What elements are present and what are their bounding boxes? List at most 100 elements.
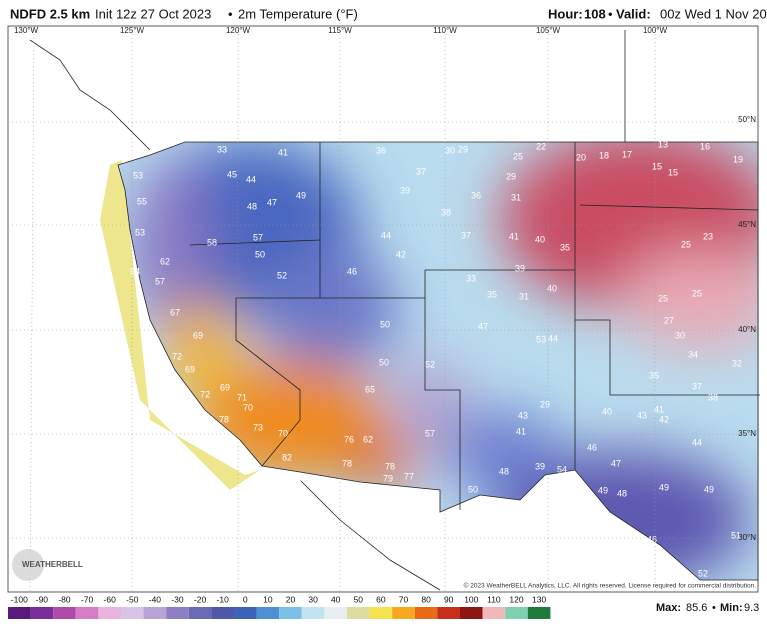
colorbar-label: 100	[464, 594, 478, 604]
min: 9.3	[744, 602, 759, 614]
station-temp: 22	[536, 141, 546, 151]
station-temp: 44	[246, 174, 256, 184]
station-temp: 38	[441, 207, 451, 217]
station-temp: 69	[220, 382, 230, 392]
station-temp: 57	[155, 276, 165, 286]
station-temp: 39	[515, 263, 525, 273]
station-temp: 39	[535, 461, 545, 471]
colorbar-label: 0	[243, 594, 248, 604]
station-temp: 46	[647, 534, 657, 544]
station-temp: 23	[703, 231, 713, 241]
station-temp: 30	[445, 145, 455, 155]
station-temp: 47	[267, 197, 277, 207]
station-temp: 37	[461, 230, 471, 240]
station-temp: 70	[243, 402, 253, 412]
station-temp: 57	[425, 428, 435, 438]
colorbar-swatch	[234, 607, 257, 619]
colorbar-swatch	[369, 607, 393, 619]
latitude-label: 35°N	[738, 429, 756, 438]
station-temp: 54	[557, 464, 567, 474]
station-temp: 31	[519, 291, 529, 301]
station-temp: 78	[219, 414, 229, 424]
coastal-band	[100, 160, 260, 490]
station-temp: 57	[253, 232, 263, 242]
colorbar-swatch	[527, 607, 551, 619]
graticule	[8, 25, 758, 593]
station-temp: 43	[518, 410, 528, 420]
hour-label: Hour:	[548, 6, 583, 21]
station-temp: 33	[217, 144, 227, 154]
station-temp: 50	[468, 484, 478, 494]
station-temp: 40	[535, 234, 545, 244]
max: 85.6	[686, 602, 707, 614]
latitude-label: 30°N	[738, 533, 756, 542]
station-temp: 58	[207, 237, 217, 247]
station-temp: 44	[381, 230, 391, 240]
sep: •	[608, 6, 613, 21]
colorbar-label: 30	[308, 594, 318, 604]
colorbar-label: 130	[532, 594, 546, 604]
station-temp: 50	[255, 249, 265, 259]
station-temp: 46	[347, 266, 357, 276]
station-temp: 69	[185, 364, 195, 374]
station-temp: 49	[296, 190, 306, 200]
colorbar-label: 90	[444, 594, 454, 604]
station-temp: 51	[731, 530, 741, 540]
station-temp: 41	[509, 231, 519, 241]
station-temp: 30	[675, 330, 685, 340]
colorbar-swatch	[166, 607, 189, 619]
station-temp: 78	[385, 461, 395, 471]
colorbar-swatch	[143, 607, 167, 619]
station-temp: 62	[363, 434, 373, 444]
station-temp: 73	[253, 422, 263, 432]
station-temp: 77	[293, 475, 303, 485]
longitude-label: 130°W	[14, 26, 39, 35]
colorbar-label: 20	[286, 594, 296, 604]
station-temp: 49	[704, 484, 714, 494]
station-temp: 20	[576, 152, 586, 162]
station-temp: 49	[659, 482, 669, 492]
colorbar-swatch	[482, 607, 506, 619]
station-temp: 29	[540, 399, 550, 409]
station-temp: 82	[282, 452, 292, 462]
station-temp: 76	[344, 434, 354, 444]
station-temp: 16	[700, 141, 710, 151]
longitude-label: 115°W	[328, 26, 352, 35]
colorbar-label: -60	[104, 594, 117, 604]
colorbar-label: -100	[11, 594, 28, 604]
latitude-label: 40°N	[738, 325, 756, 334]
colorbar-swatch	[256, 607, 280, 619]
station-temp: 52	[277, 270, 287, 280]
station-temp: 31	[511, 192, 521, 202]
model: NDFD 2.5 km	[10, 6, 90, 21]
station-temp: 62	[160, 256, 170, 266]
station-temp: 65	[365, 384, 375, 394]
station-temp: 47	[611, 458, 621, 468]
borders	[29, 30, 760, 591]
station-temp: 25	[513, 151, 523, 161]
colorbar-swatch	[324, 607, 347, 619]
station-temp: 46	[587, 442, 597, 452]
colorbar-swatch	[75, 607, 99, 619]
station-temp: 72	[200, 389, 210, 399]
colorbar-swatch	[279, 607, 302, 619]
station-temp: 43	[637, 410, 647, 420]
max-label: Max:	[656, 602, 681, 614]
station-temp: 35	[560, 242, 570, 252]
station-temp: 70	[278, 428, 288, 438]
min-label: Min:	[720, 602, 743, 614]
header: NDFD 2.5 km Init 12z 27 Oct 2023 • 2m Te…	[10, 6, 767, 21]
station-temp: 48	[247, 201, 257, 211]
station-temp: 18	[599, 150, 609, 160]
station-temp: 25	[692, 288, 702, 298]
station-temp: 47	[478, 321, 488, 331]
station-temp: 78	[342, 458, 352, 468]
colorbar-label: -80	[58, 594, 71, 604]
station-temp: 15	[668, 167, 678, 177]
station-temp: 15	[652, 161, 662, 171]
station-temp: 67	[170, 307, 180, 317]
station-temp: 79	[383, 473, 393, 483]
station-temp: 48	[499, 466, 509, 476]
station-temp: 25	[681, 239, 691, 249]
